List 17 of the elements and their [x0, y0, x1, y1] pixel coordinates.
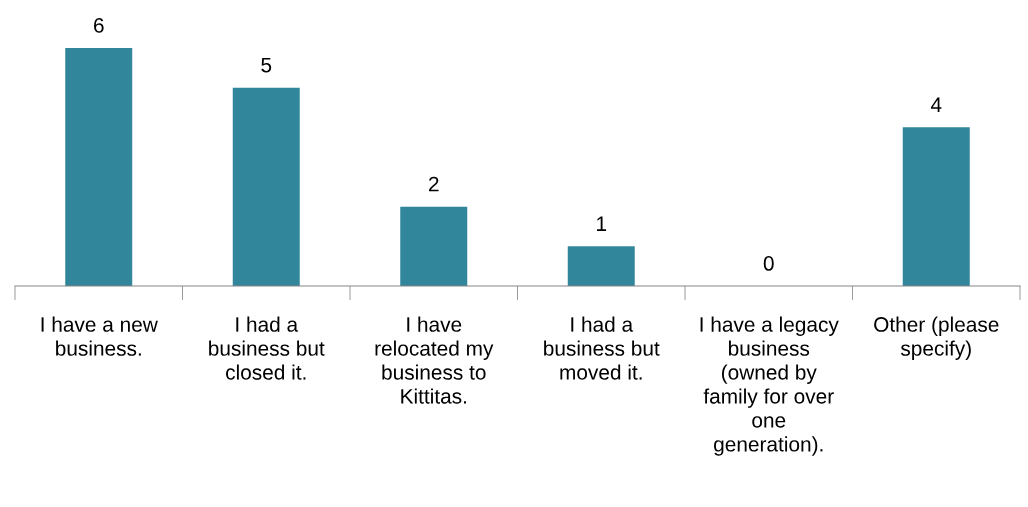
data-label: 0: [763, 256, 774, 271]
bar: [232, 87, 300, 286]
data-label: 2: [429, 176, 439, 192]
data-label: 1: [597, 216, 607, 231]
x-tick-label: Other (please specify): [874, 316, 999, 360]
x-tick-label: I have relocated my business to Kittitas.: [375, 316, 494, 404]
x-tick-label: I had a business but moved it.: [544, 316, 660, 380]
x-tick-label: I had a business but closed it.: [209, 316, 325, 380]
x-tick-label: I have a legacy business (owned by family for over one generation).: [700, 316, 839, 456]
bar: [902, 127, 970, 286]
data-label: 4: [930, 97, 942, 112]
bar: [400, 206, 468, 286]
x-tick-label: I have a new business.: [41, 316, 158, 356]
data-label: 6: [94, 18, 104, 33]
data-label: 5: [261, 57, 272, 73]
bar: [567, 246, 635, 286]
bar: [65, 48, 133, 286]
